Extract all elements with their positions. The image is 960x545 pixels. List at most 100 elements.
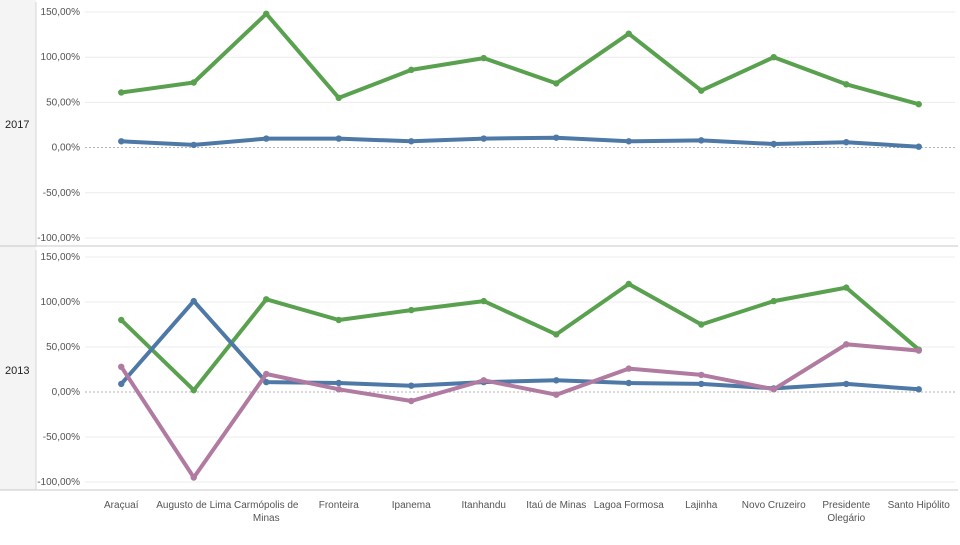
data-point <box>408 138 415 145</box>
data-point <box>770 386 777 393</box>
x-category-label: Carmópolis de Minas <box>234 500 299 524</box>
data-point <box>843 81 850 88</box>
data-point <box>263 10 270 18</box>
data-point <box>698 321 705 328</box>
data-point <box>335 386 342 393</box>
row-label-2017: 2017 <box>5 119 29 131</box>
data-point <box>408 382 415 389</box>
y-tick-label: 100,00% <box>41 52 81 63</box>
data-point <box>190 79 197 86</box>
row-header-background <box>0 0 36 490</box>
data-point <box>263 296 270 303</box>
x-category-label-line: Lajinha <box>685 500 718 511</box>
y-tick-label: 50,00% <box>46 97 80 108</box>
y-tick-label: -50,00% <box>43 432 80 443</box>
y-tick-label: -100,00% <box>37 233 80 244</box>
data-point <box>843 380 850 388</box>
x-category-label-line: Presidente <box>822 500 870 511</box>
series-line <box>119 299 921 392</box>
x-category-label-line: Augusto de Lima <box>156 500 231 511</box>
data-point <box>625 379 632 387</box>
data-point <box>698 137 705 144</box>
x-category-label: Fronteira <box>319 500 359 511</box>
y-tick-label: 100,00% <box>41 297 81 308</box>
x-category-label-line: Itaú de Minas <box>526 500 586 511</box>
data-point <box>553 331 560 338</box>
data-point <box>770 54 777 61</box>
y-tick-label: 50,00% <box>46 342 80 353</box>
x-category-label: Ipanema <box>392 500 431 511</box>
data-point <box>480 54 487 62</box>
x-category-label: Lagoa Formosa <box>594 500 664 511</box>
y-tick-label: 150,00% <box>41 252 81 263</box>
data-point <box>915 386 922 393</box>
data-point <box>335 94 342 102</box>
x-category-label-line: Minas <box>253 513 280 524</box>
y-tick-label: 0,00% <box>52 143 80 154</box>
series-line <box>119 135 921 149</box>
x-category-label: Araçuaí <box>104 500 139 511</box>
data-point <box>480 135 487 142</box>
x-category-label: Itaú de Minas <box>526 500 586 511</box>
x-category-label-line: Araçuaí <box>104 500 139 511</box>
series-line <box>119 282 921 393</box>
x-category-label-line: Lagoa Formosa <box>594 500 664 511</box>
data-point <box>118 380 125 388</box>
data-point <box>625 365 632 372</box>
data-point <box>118 89 125 96</box>
data-point <box>915 347 922 354</box>
series-line <box>119 342 921 480</box>
data-point <box>335 379 342 387</box>
data-point <box>843 341 850 348</box>
x-category-label: Santo Hipólito <box>888 500 951 511</box>
data-point <box>770 140 777 148</box>
data-point <box>553 134 560 141</box>
data-point <box>625 30 632 37</box>
x-category-label-line: Carmópolis de <box>234 500 299 511</box>
x-category-label-line: Santo Hipólito <box>888 500 951 511</box>
data-point <box>843 284 850 291</box>
x-category-label: Itanhandu <box>462 500 507 511</box>
x-category-label: Presidente Olegário <box>822 500 870 524</box>
data-point <box>480 377 487 384</box>
data-point <box>190 387 197 394</box>
data-point <box>698 371 705 379</box>
data-point <box>335 135 342 142</box>
data-point <box>190 297 197 305</box>
data-point <box>698 380 705 388</box>
data-point <box>843 138 850 146</box>
data-point <box>915 101 922 108</box>
y-tick-label: 0,00% <box>52 387 80 398</box>
data-point <box>190 141 197 149</box>
y-tick-label: -50,00% <box>43 188 80 199</box>
data-point <box>698 87 705 94</box>
x-category-label-line: Novo Cruzeiro <box>742 500 806 511</box>
data-point <box>553 377 560 384</box>
x-category-label: Novo Cruzeiro <box>742 500 806 511</box>
data-point <box>118 316 125 324</box>
data-point <box>263 378 270 386</box>
data-point <box>263 370 270 378</box>
x-category-label-line: Fronteira <box>319 500 359 511</box>
data-point <box>408 306 415 314</box>
row-label-2013: 2013 <box>5 365 29 377</box>
x-category-label-line: Itanhandu <box>462 500 507 511</box>
data-point <box>335 316 342 324</box>
x-category-label-line: Olegário <box>827 513 865 524</box>
x-category-label: Augusto de Lima <box>156 500 231 511</box>
data-point <box>625 280 632 288</box>
data-point <box>118 363 125 370</box>
data-point <box>770 297 777 305</box>
data-point <box>915 143 922 150</box>
data-point <box>480 297 487 305</box>
data-point <box>408 66 415 74</box>
data-point <box>553 80 560 87</box>
series-line <box>119 11 921 107</box>
data-point <box>553 391 560 398</box>
y-tick-label: -100,00% <box>37 477 80 488</box>
data-point <box>263 135 270 142</box>
x-category-label-line: Ipanema <box>392 500 431 511</box>
y-tick-label: 150,00% <box>41 7 81 18</box>
